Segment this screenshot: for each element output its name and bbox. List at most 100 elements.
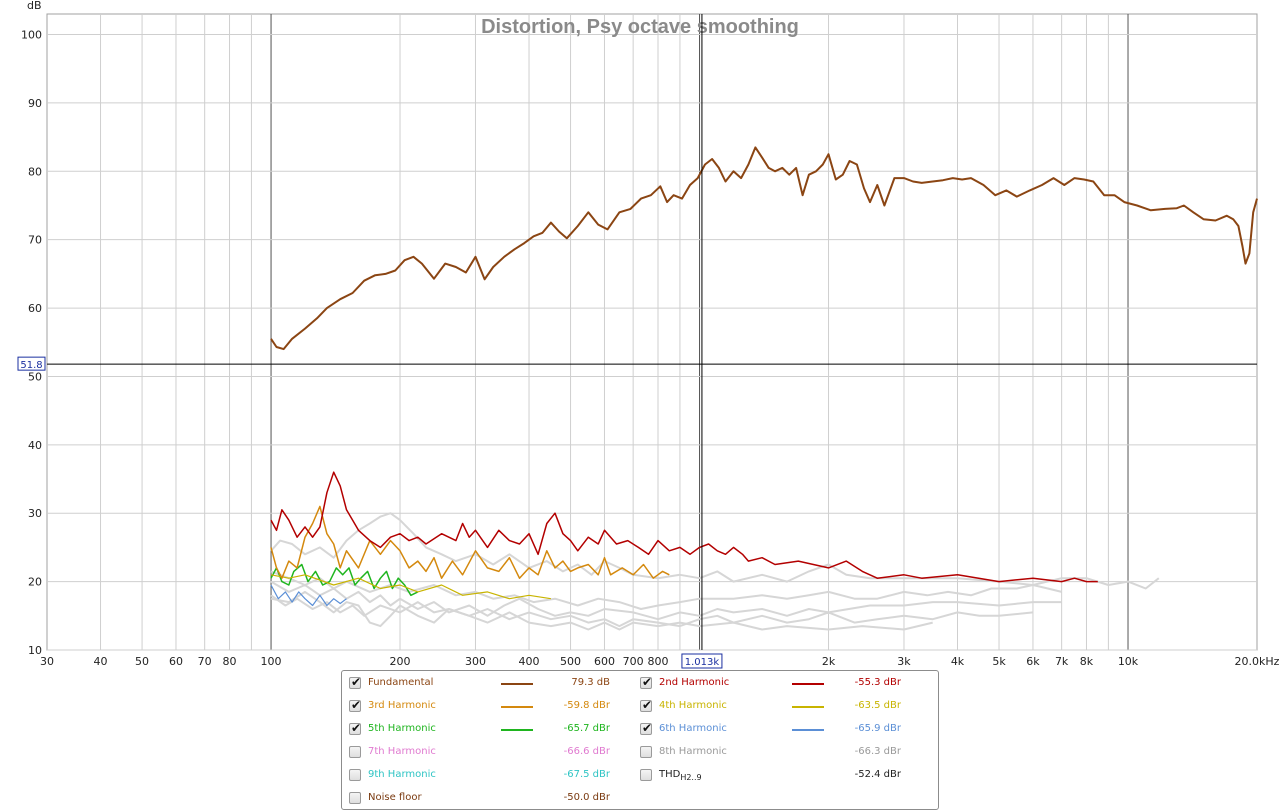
legend-line-swatch (792, 706, 824, 708)
series-2nd-harmonic (270, 471, 1098, 583)
legend-checkbox-5th-harmonic[interactable] (349, 721, 361, 735)
legend-value: -50.0 dBr (563, 792, 610, 803)
legend-item-8th-harmonic: 8th Harmonic -66.3 dBr (640, 745, 925, 761)
legend-value: -55.3 dBr (854, 677, 901, 688)
legend-item-noise-floor: Noise floor -50.0 dBr (349, 791, 634, 807)
legend-checkbox-4th-harmonic[interactable] (640, 698, 652, 712)
legend-value: -59.8 dBr (563, 700, 610, 711)
cursor-y-readout: 51.8 (20, 360, 42, 371)
legend-label: THDH2..9 (659, 769, 702, 782)
cursor-x-readout: 1.013k (685, 657, 720, 668)
legend-label: 9th Harmonic (368, 769, 436, 780)
x-tick-label: 40 (94, 655, 108, 668)
legend-line-swatch (501, 706, 533, 708)
x-tick-label: 2k (822, 655, 836, 668)
legend-value: -52.4 dBr (854, 769, 901, 780)
legend-checkbox-6th-harmonic[interactable] (640, 721, 652, 735)
inactive-trace (270, 570, 1062, 610)
legend-label: 8th Harmonic (659, 746, 727, 757)
inactive-trace (270, 512, 1160, 590)
y-tick-label: 20 (28, 576, 42, 589)
legend-checkbox-8th-harmonic[interactable] (640, 746, 652, 758)
x-tick-label: 100 (261, 655, 282, 668)
legend-value: -67.5 dBr (563, 769, 610, 780)
legend-value: -63.5 dBr (854, 700, 901, 711)
legend-checkbox-2nd-harmonic[interactable] (640, 675, 652, 689)
y-tick-label: 100 (21, 29, 42, 42)
x-tick-label: 200 (390, 655, 411, 668)
chart-title: Distortion, Psy octave smoothing (481, 16, 799, 38)
x-tick-label: 30 (40, 655, 54, 668)
inactive-trace (270, 594, 1034, 628)
legend-label: 7th Harmonic (368, 746, 436, 757)
legend-item-9th-harmonic: 9th Harmonic -67.5 dBr (349, 768, 634, 784)
legend-line-swatch (501, 729, 533, 731)
legend-label: Fundamental (368, 677, 434, 688)
legend-line-swatch (792, 729, 824, 731)
x-tick-label: 800 (648, 655, 669, 668)
legend-checkbox-noise-floor[interactable] (349, 792, 361, 804)
x-tick-label: 20.0kHz (1235, 655, 1280, 668)
series-3rd-harmonic (270, 505, 670, 579)
legend-label: 5th Harmonic (368, 723, 436, 734)
plot-area (46, 13, 1258, 651)
legend-checkbox-3rd-harmonic[interactable] (349, 698, 361, 712)
y-axis-label: dB (27, 0, 42, 12)
inactive-trace (270, 580, 1062, 621)
inactive-trace (270, 590, 933, 631)
legend-item-5th-harmonic: 5th Harmonic -65.7 dBr (349, 721, 634, 738)
x-tick-label: 500 (560, 655, 581, 668)
legend-line-swatch (792, 683, 824, 685)
legend-value: -66.3 dBr (854, 746, 901, 757)
y-tick-label: 60 (28, 302, 42, 315)
legend-checkbox-thd[interactable] (640, 769, 652, 781)
x-tick-label: 10k (1118, 655, 1139, 668)
x-tick-label: 300 (465, 655, 486, 668)
legend-item-fundamental: Fundamental 79.3 dB (349, 675, 634, 692)
x-tick-label: 60 (169, 655, 183, 668)
legend-item-6th-harmonic: 6th Harmonic -65.9 dBr (640, 721, 925, 738)
legend-label: 6th Harmonic (659, 723, 727, 734)
x-tick-label: 400 (519, 655, 540, 668)
x-tick-label: 80 (223, 655, 237, 668)
x-tick-label: 700 (623, 655, 644, 668)
legend-item-4th-harmonic: 4th Harmonic -63.5 dBr (640, 698, 925, 715)
cursor-y-readout-box (17, 356, 46, 371)
y-tick-label: 10 (28, 644, 42, 657)
legend-item-7th-harmonic: 7th Harmonic -66.6 dBr (349, 745, 634, 761)
x-tick-label: 70 (198, 655, 212, 668)
legend-value: -65.9 dBr (854, 723, 901, 734)
legend-label: 3rd Harmonic (368, 700, 436, 711)
series-4th-harmonic (270, 574, 551, 600)
x-tick-label: 5k (992, 655, 1006, 668)
y-tick-label: 50 (28, 370, 42, 383)
x-tick-label: 4k (951, 655, 965, 668)
legend-checkbox-7th-harmonic[interactable] (349, 746, 361, 758)
legend-value: -66.6 dBr (563, 746, 610, 757)
legend-checkbox-9th-harmonic[interactable] (349, 769, 361, 781)
x-tick-label: 600 (594, 655, 615, 668)
y-tick-label: 80 (28, 165, 42, 178)
y-tick-label: 30 (28, 507, 42, 520)
legend-item-thd: THDH2..9 -52.4 dBr (640, 768, 925, 784)
cursor-x-readout-box (681, 653, 723, 669)
legend-item-3rd-harmonic: 3rd Harmonic -59.8 dBr (349, 698, 634, 715)
legend-value: 79.3 dB (571, 677, 610, 688)
series-fundamental (270, 146, 1258, 351)
legend-panel: Fundamental 79.3 dB 2nd Harmonic -55.3 dBr 3… (341, 670, 939, 810)
legend-label: 2nd Harmonic (659, 677, 730, 688)
legend-value: -65.7 dBr (563, 723, 610, 734)
x-tick-label: 8k (1080, 655, 1094, 668)
series-6th-harmonic (270, 584, 347, 607)
legend-line-swatch (501, 683, 533, 685)
legend-label: Noise floor (368, 792, 422, 803)
x-tick-label: 3k (897, 655, 911, 668)
x-tick-label: 7k (1055, 655, 1069, 668)
y-tick-label: 40 (28, 439, 42, 452)
x-tick-label: 6k (1026, 655, 1040, 668)
legend-item-2nd-harmonic: 2nd Harmonic -55.3 dBr (640, 675, 925, 692)
y-tick-label: 90 (28, 97, 42, 110)
legend-checkbox-fundamental[interactable] (349, 675, 361, 689)
y-tick-label: 70 (28, 234, 42, 247)
